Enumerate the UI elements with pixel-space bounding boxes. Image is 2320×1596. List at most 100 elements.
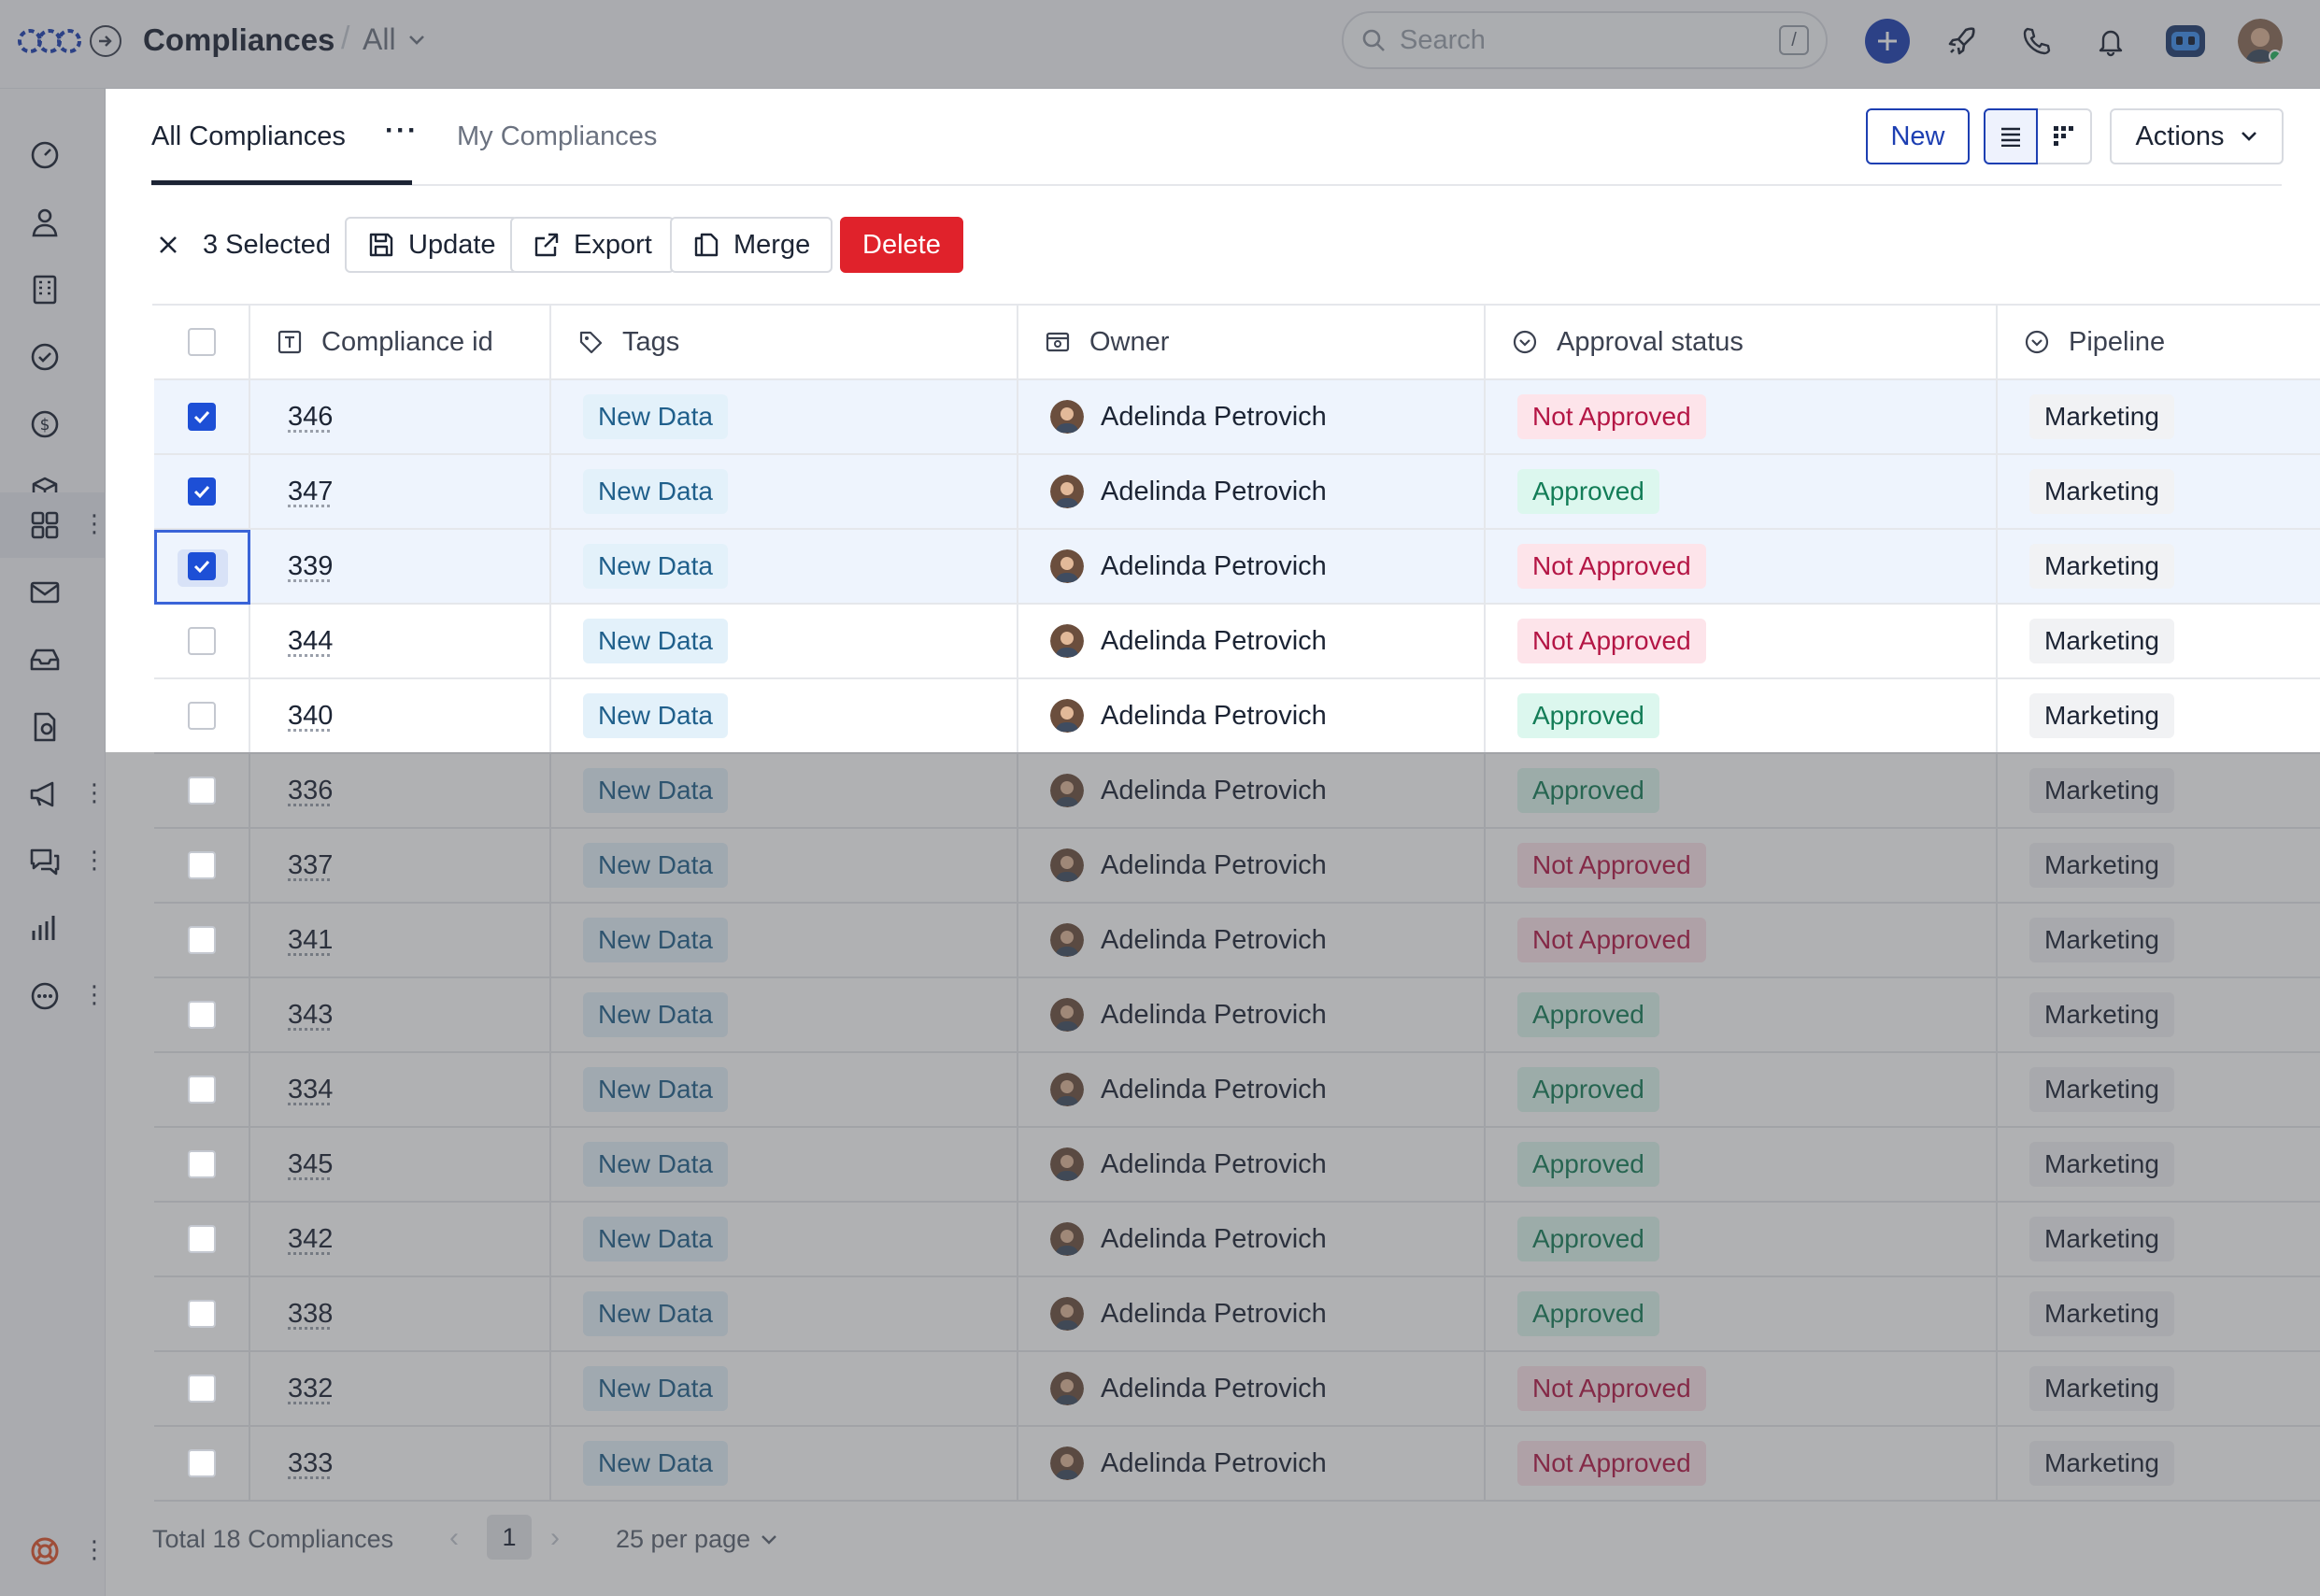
row-select-cell[interactable] (154, 380, 250, 453)
tab-my-compliances[interactable]: My Compliances (457, 121, 658, 151)
phone-icon[interactable] (2014, 19, 2058, 64)
update-button[interactable]: Update (345, 217, 519, 273)
sidebar-item-deals[interactable]: $ (0, 392, 106, 457)
column-header-owner[interactable]: Owner (1018, 306, 1486, 378)
more-vertical-icon[interactable]: ⋮ (82, 778, 107, 806)
assistant-bot-icon[interactable] (2163, 19, 2208, 64)
compliance-id-link[interactable]: 345 (288, 1148, 334, 1179)
row-checkbox[interactable] (187, 1375, 216, 1403)
sidebar-item-tasks[interactable] (0, 324, 106, 390)
table-row[interactable]: 340 New Data Adelinda Petrovich Approved Mar… (154, 679, 2320, 754)
row-select-cell[interactable] (154, 605, 250, 677)
row-select-cell[interactable] (154, 1427, 250, 1500)
tab-all-compliances[interactable]: All Compliances (151, 121, 346, 151)
compliance-id-link[interactable]: 333 (288, 1447, 334, 1478)
row-checkbox[interactable] (187, 403, 216, 431)
table-row[interactable]: 333 New Data Adelinda Petrovich Not Approve… (154, 1427, 2320, 1502)
table-row[interactable]: 343 New Data Adelinda Petrovich Approved Mar… (154, 978, 2320, 1053)
owner-name[interactable]: Adelinda Petrovich (1101, 1298, 1327, 1329)
table-row[interactable]: 341 New Data Adelinda Petrovich Not Approve… (154, 904, 2320, 978)
sidebar-item-dashboard[interactable] (0, 122, 106, 188)
row-checkbox[interactable] (187, 851, 216, 879)
compliance-id-link[interactable]: 340 (288, 700, 334, 731)
expand-arrow-icon[interactable] (90, 25, 121, 57)
table-row[interactable]: 338 New Data Adelinda Petrovich Approved Mar… (154, 1277, 2320, 1352)
row-checkbox[interactable] (187, 1225, 216, 1253)
select-all-checkbox[interactable] (187, 328, 216, 356)
row-checkbox[interactable] (187, 627, 216, 655)
row-checkbox[interactable] (187, 1300, 216, 1328)
quick-create-button[interactable] (1865, 19, 1910, 64)
row-select-cell[interactable] (154, 530, 250, 605)
table-row[interactable]: 347 New Data Adelinda Petrovich Approved Mar… (154, 455, 2320, 530)
compliance-id-link[interactable]: 343 (288, 999, 334, 1030)
row-select-cell[interactable] (154, 1128, 250, 1201)
column-header-pipeline[interactable]: Pipeline (1998, 306, 2320, 378)
row-select-cell[interactable] (154, 904, 250, 976)
table-row[interactable]: 334 New Data Adelinda Petrovich Approved Mar… (154, 1053, 2320, 1128)
owner-name[interactable]: Adelinda Petrovich (1101, 401, 1327, 432)
compliance-id-link[interactable]: 334 (288, 1074, 334, 1104)
table-row[interactable]: 337 New Data Adelinda Petrovich Not Approve… (154, 829, 2320, 904)
chevron-left-icon[interactable]: ‹ (449, 1522, 459, 1553)
table-row[interactable]: 332 New Data Adelinda Petrovich Not Approve… (154, 1352, 2320, 1427)
sidebar-item-apps[interactable]: ⋮ (0, 492, 107, 558)
more-vertical-icon[interactable]: ⋮ (82, 980, 107, 1008)
owner-name[interactable]: Adelinda Petrovich (1101, 700, 1327, 731)
row-checkbox[interactable] (187, 702, 216, 730)
current-page[interactable]: 1 (487, 1515, 532, 1560)
row-select-cell[interactable] (154, 679, 250, 752)
compliance-id-link[interactable]: 338 (288, 1298, 334, 1329)
sidebar-item-more[interactable]: ⋮ (0, 963, 107, 1029)
row-select-cell[interactable] (154, 1277, 250, 1350)
tab-options-dots-icon[interactable]: ··· (385, 115, 419, 146)
user-avatar[interactable] (2238, 19, 2283, 64)
sidebar-item-inbox[interactable] (0, 627, 106, 692)
more-vertical-icon[interactable]: ⋮ (82, 1535, 107, 1563)
owner-name[interactable]: Adelinda Petrovich (1101, 924, 1327, 955)
table-row[interactable]: 342 New Data Adelinda Petrovich Approved Mar… (154, 1203, 2320, 1277)
owner-name[interactable]: Adelinda Petrovich (1101, 1447, 1327, 1478)
delete-button[interactable]: Delete (840, 217, 963, 273)
kanban-view-button[interactable] (2038, 108, 2092, 164)
bell-icon[interactable] (2088, 19, 2133, 64)
compliance-id-link[interactable]: 336 (288, 775, 334, 805)
sidebar-item-campaigns[interactable]: ⋮ (0, 762, 107, 827)
row-select-cell[interactable] (154, 1203, 250, 1275)
row-checkbox[interactable] (187, 1449, 216, 1477)
search-input[interactable]: Search / (1342, 11, 1828, 69)
chevron-right-icon[interactable]: › (550, 1522, 560, 1553)
sidebar-item-help[interactable]: ⋮ (0, 1518, 107, 1584)
new-button[interactable]: New (1866, 108, 1970, 164)
owner-name[interactable]: Adelinda Petrovich (1101, 476, 1327, 506)
row-checkbox[interactable] (187, 477, 216, 506)
owner-name[interactable]: Adelinda Petrovich (1101, 1223, 1327, 1254)
owner-name[interactable]: Adelinda Petrovich (1101, 625, 1327, 656)
view-selector[interactable]: All (363, 22, 426, 57)
column-header-approval-status[interactable]: Approval status (1486, 306, 1998, 378)
owner-name[interactable]: Adelinda Petrovich (1101, 1373, 1327, 1404)
rocket-icon[interactable] (1940, 19, 1985, 64)
per-page-select[interactable]: 25 per page (616, 1525, 778, 1554)
table-row[interactable]: 345 New Data Adelinda Petrovich Approved Mar… (154, 1128, 2320, 1203)
owner-name[interactable]: Adelinda Petrovich (1101, 1148, 1327, 1179)
row-checkbox[interactable] (187, 777, 216, 805)
compliance-id-link[interactable]: 347 (288, 476, 334, 506)
actions-dropdown[interactable]: Actions (2110, 108, 2284, 164)
table-row[interactable]: 344 New Data Adelinda Petrovich Not Approve… (154, 605, 2320, 679)
more-vertical-icon[interactable]: ⋮ (82, 509, 107, 537)
compliance-id-link[interactable]: 342 (288, 1223, 334, 1254)
compliance-id-link[interactable]: 332 (288, 1373, 334, 1404)
row-select-cell[interactable] (154, 829, 250, 902)
owner-name[interactable]: Adelinda Petrovich (1101, 849, 1327, 880)
compliance-id-link[interactable]: 337 (288, 849, 334, 880)
sidebar-item-contacts[interactable] (0, 190, 106, 255)
compliance-id-link[interactable]: 339 (288, 550, 334, 581)
row-select-cell[interactable] (154, 455, 250, 528)
export-button[interactable]: Export (510, 217, 675, 273)
column-header-compliance-id[interactable]: Compliance id (250, 306, 551, 378)
row-checkbox[interactable] (187, 1076, 216, 1104)
sidebar-item-mail[interactable] (0, 560, 106, 625)
app-logo-icon[interactable] (17, 21, 82, 62)
row-checkbox[interactable] (187, 552, 216, 580)
